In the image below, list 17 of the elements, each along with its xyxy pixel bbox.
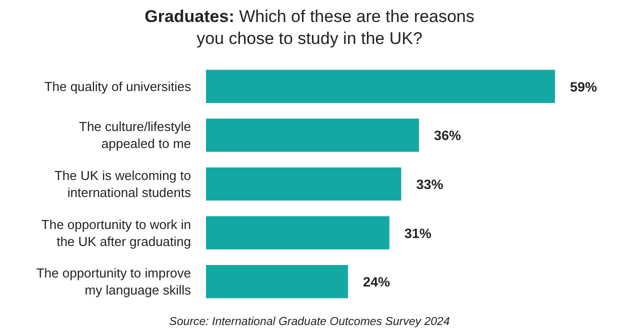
bar [206,265,348,298]
chart-title: Graduates: Which of these are the reasons you chose to study in the UK? [144,7,474,48]
y-tick-label: The culture/lifestyle appealed to me [79,119,191,152]
y-tick-label: The quality of universities [44,78,192,94]
source-note: Source: International Graduate Outcomes Survey 2024 [169,316,450,328]
data-label: 59% [570,79,598,94]
data-label: 31% [404,226,432,241]
data-label: 36% [434,128,461,144]
y-tick-label: The opportunity to improve my language skills [36,266,192,298]
bar [206,167,402,201]
data-label: 33% [416,177,444,192]
bar [206,216,390,250]
bar [206,70,555,103]
y-tick-label: The UK is welcoming to international students [54,168,192,200]
bar [206,118,419,152]
data-label: 24% [362,274,390,290]
y-tick-label: The opportunity to work in the UK after graduating [41,216,191,249]
